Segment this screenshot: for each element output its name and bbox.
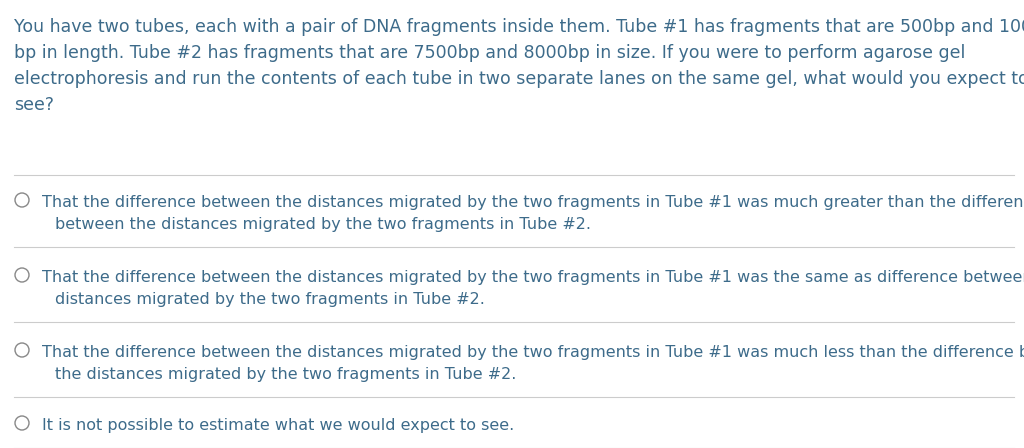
Text: That the difference between the distances migrated by the two fragments in Tube : That the difference between the distance… [42, 270, 1024, 285]
Text: the distances migrated by the two fragments in Tube #2.: the distances migrated by the two fragme… [55, 367, 516, 382]
Text: distances migrated by the two fragments in Tube #2.: distances migrated by the two fragments … [55, 292, 485, 307]
Text: see?: see? [14, 96, 54, 114]
Text: electrophoresis and run the contents of each tube in two separate lanes on the s: electrophoresis and run the contents of … [14, 70, 1024, 88]
Text: It is not possible to estimate what we would expect to see.: It is not possible to estimate what we w… [42, 418, 514, 433]
Text: That the difference between the distances migrated by the two fragments in Tube : That the difference between the distance… [42, 195, 1024, 210]
Text: bp in length. Tube #2 has fragments that are 7500bp and 8000bp in size. If you w: bp in length. Tube #2 has fragments that… [14, 44, 966, 62]
Text: between the distances migrated by the two fragments in Tube #2.: between the distances migrated by the tw… [55, 217, 591, 232]
Text: That the difference between the distances migrated by the two fragments in Tube : That the difference between the distance… [42, 345, 1024, 360]
Text: You have two tubes, each with a pair of DNA fragments inside them. Tube #1 has f: You have two tubes, each with a pair of … [14, 18, 1024, 36]
